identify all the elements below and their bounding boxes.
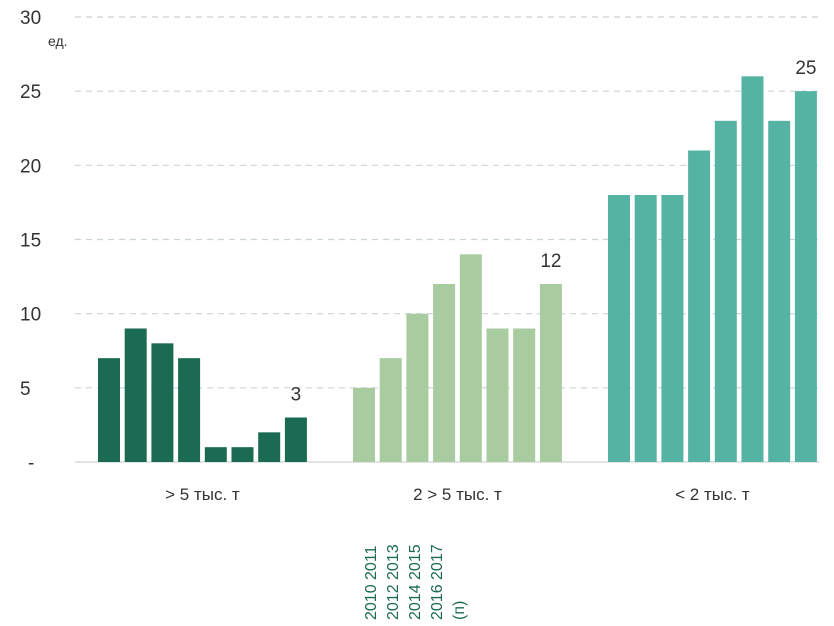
y-tick-label: 10 — [20, 305, 41, 326]
bar — [433, 284, 456, 462]
bar — [98, 358, 120, 462]
bar — [258, 432, 281, 462]
bar — [406, 313, 429, 462]
y-tick-label: 15 — [20, 231, 41, 252]
bar — [714, 120, 737, 462]
data-label: 12 — [540, 251, 561, 272]
bar — [353, 387, 375, 462]
legend-line: 2014 2015 — [407, 544, 424, 620]
category-label: < 2 тыс. т — [675, 485, 750, 504]
category-labels: > 5 тыс. т 2 > 5 тыс. т < 2 тыс. т — [165, 485, 750, 504]
bar — [178, 358, 201, 462]
bars — [98, 76, 817, 463]
bar — [284, 417, 307, 462]
bar — [608, 195, 630, 462]
y-tick-label: 25 — [20, 82, 41, 103]
legend-line: 2012 2013 — [385, 544, 402, 620]
bar — [634, 195, 657, 462]
bar — [486, 328, 509, 462]
bar — [741, 76, 764, 462]
bar — [204, 447, 227, 462]
bar — [661, 195, 684, 462]
y-tick-label: 5 — [20, 379, 31, 400]
bar — [768, 120, 791, 462]
y-tick-label: 20 — [20, 156, 41, 177]
bar — [459, 254, 482, 462]
legend-line: (п) — [451, 601, 468, 620]
bar — [688, 150, 711, 462]
bar — [151, 343, 174, 462]
data-label: 25 — [795, 58, 816, 79]
bar — [794, 91, 817, 463]
data-label: 3 — [291, 385, 302, 406]
year-legend: 2010 2011 2012 2013 2014 2015 2016 2017 (п) — [363, 544, 468, 620]
unit-label: ед. — [48, 33, 68, 49]
y-tick-label: - — [28, 453, 34, 474]
bar — [231, 447, 254, 462]
category-label: 2 > 5 тыс. т — [413, 485, 502, 504]
bar — [379, 358, 402, 462]
bar — [124, 328, 147, 462]
bar — [513, 328, 536, 462]
bar — [539, 284, 562, 462]
category-label: > 5 тыс. т — [165, 485, 240, 504]
legend-line: 2016 2017 — [429, 544, 446, 620]
y-axis-ticks: - 5 10 15 20 25 30 — [20, 8, 41, 474]
y-tick-label: 30 — [20, 8, 41, 29]
legend-line: 2010 2011 — [363, 545, 380, 620]
data-labels: 3 12 25 — [291, 58, 817, 405]
